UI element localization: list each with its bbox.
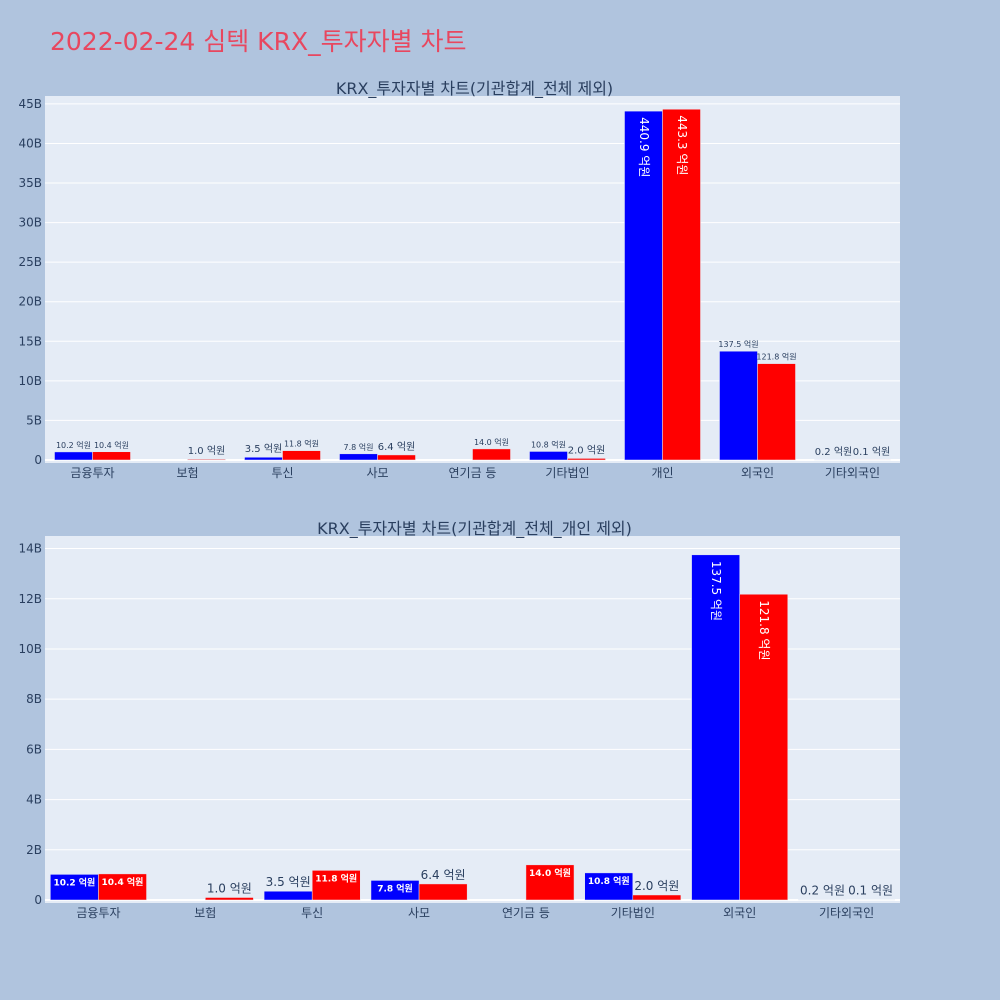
- data-label: 10.4 억원: [102, 876, 144, 888]
- bar-sell: [98, 873, 147, 901]
- bar-sell: [739, 593, 789, 901]
- page-title: 2022-02-24 심텍 KRX_투자자별 차트: [50, 27, 467, 56]
- y-tick-label: 0: [34, 453, 42, 467]
- data-label: 11.8 억원: [315, 872, 357, 884]
- data-label: 7.8 억원: [344, 442, 374, 452]
- bar-sell: [205, 897, 254, 901]
- y-tick-label: 40B: [18, 136, 42, 150]
- x-tick-label: 기타외국인: [819, 906, 874, 920]
- y-tick-label: 6B: [26, 742, 42, 756]
- bar-sell: [567, 458, 606, 461]
- data-label: 440.9 억원: [637, 117, 651, 177]
- y-tick-label: 15B: [18, 334, 42, 348]
- chart-title: KRX_투자자별 차트(기관합계_전체 제외): [336, 79, 613, 99]
- y-tick-label: 2B: [26, 843, 42, 857]
- y-tick-label: 10B: [18, 642, 42, 656]
- bar-buy: [54, 451, 93, 461]
- x-tick-label: 기타법인: [545, 466, 589, 480]
- data-label: 0.2 억원: [815, 446, 852, 458]
- bar-sell: [662, 108, 701, 461]
- chart-2: 0 2B 4B 6B 8B 10B 12B 14B KRX_투자자별 차트(기관합계_전체_개인…: [18, 519, 900, 920]
- data-label: 3.5 억원: [266, 875, 311, 889]
- data-label: 6.4 억원: [378, 441, 415, 453]
- y-tick-label: 5B: [26, 413, 42, 427]
- bar-sell: [187, 458, 226, 461]
- data-label: 3.5 억원: [245, 443, 282, 455]
- bar-buy: [691, 554, 740, 901]
- x-tick-label: 외국인: [723, 906, 756, 920]
- bar-sell: [418, 883, 468, 901]
- bar-buy: [798, 899, 847, 901]
- bar-buy: [244, 456, 283, 461]
- data-label: 121.8 억원: [757, 600, 771, 660]
- bar-sell: [282, 450, 321, 461]
- y-tick-label: 0: [34, 893, 42, 907]
- y-tick-label: 20B: [18, 295, 42, 309]
- x-tick-label: 금융투자: [76, 906, 120, 920]
- data-label: 0.1 억원: [848, 884, 893, 898]
- data-label: 137.5 억원: [718, 339, 758, 349]
- bar-sell: [92, 451, 131, 461]
- x-tick-label: 기타법인: [611, 906, 655, 920]
- data-label: 7.8 억원: [377, 882, 413, 894]
- data-label: 0.1 억원: [853, 446, 890, 458]
- bar-sell: [632, 894, 682, 901]
- data-label: 2.0 억원: [568, 444, 605, 456]
- x-tick-label: 기타외국인: [825, 466, 880, 480]
- data-label: 1.0 억원: [188, 445, 225, 457]
- data-label: 10.4 억원: [94, 440, 129, 450]
- x-tick-label: 보험: [194, 906, 216, 920]
- x-tick-label: 보험: [176, 466, 198, 480]
- data-label: 137.5 억원: [709, 561, 723, 621]
- y-tick-label: 35B: [18, 176, 42, 190]
- y-tick-label: 12B: [18, 592, 42, 606]
- data-label: 14.0 억원: [474, 437, 509, 447]
- bar-sell: [757, 363, 796, 461]
- y-tick-label: 10B: [18, 374, 42, 388]
- x-tick-label: 투신: [271, 466, 293, 480]
- y-tick-label: 14B: [18, 542, 42, 556]
- data-label: 10.2 억원: [56, 440, 91, 450]
- bar-buy: [339, 453, 378, 461]
- chart-1: 0 5B 10B 15B 20B 25B 30B 35B 40B 45B KRX_투자자별 차트(기…: [18, 79, 900, 480]
- data-label: 2.0 억원: [634, 879, 679, 893]
- x-tick-label: 사모: [366, 466, 388, 480]
- x-tick-label: 연기금 등: [502, 906, 550, 920]
- data-label: 14.0 억원: [529, 867, 571, 879]
- y-tick-label: 45B: [18, 97, 42, 111]
- bar-buy: [529, 451, 568, 461]
- data-label: 10.8 억원: [531, 439, 566, 449]
- y-tick-label: 30B: [18, 216, 42, 230]
- x-tick-label: 금융투자: [70, 466, 114, 480]
- x-tick-label: 연기금 등: [449, 466, 497, 480]
- bar-buy: [263, 890, 313, 901]
- data-label: 443.3 억원: [675, 115, 689, 175]
- bar-sell: [311, 870, 361, 901]
- bar-sell: [472, 448, 511, 461]
- chart-title: KRX_투자자별 차트(기관합계_전체_개인 제외): [317, 519, 632, 539]
- data-label: 10.2 억원: [53, 876, 95, 888]
- y-tick-label: 4B: [26, 793, 42, 807]
- data-label: 121.8 억원: [756, 352, 796, 362]
- data-label: 1.0 억원: [207, 881, 252, 895]
- bar-buy: [719, 350, 758, 461]
- bar-sell: [525, 864, 575, 901]
- y-tick-label: 8B: [26, 692, 42, 706]
- data-label: 10.8 억원: [588, 875, 630, 887]
- x-tick-label: 외국인: [741, 466, 774, 480]
- data-label: 11.8 억원: [284, 439, 319, 449]
- bar-buy: [624, 110, 663, 461]
- y-tick-label: 25B: [18, 255, 42, 269]
- bar-buy: [50, 874, 99, 901]
- data-label: 0.2 억원: [800, 883, 845, 897]
- x-tick-label: 사모: [408, 906, 430, 920]
- x-tick-label: 개인: [651, 466, 673, 480]
- bar-sell: [377, 454, 416, 461]
- x-tick-label: 투신: [301, 906, 323, 920]
- bar-buy: [584, 872, 634, 901]
- data-label: 6.4 억원: [421, 868, 466, 882]
